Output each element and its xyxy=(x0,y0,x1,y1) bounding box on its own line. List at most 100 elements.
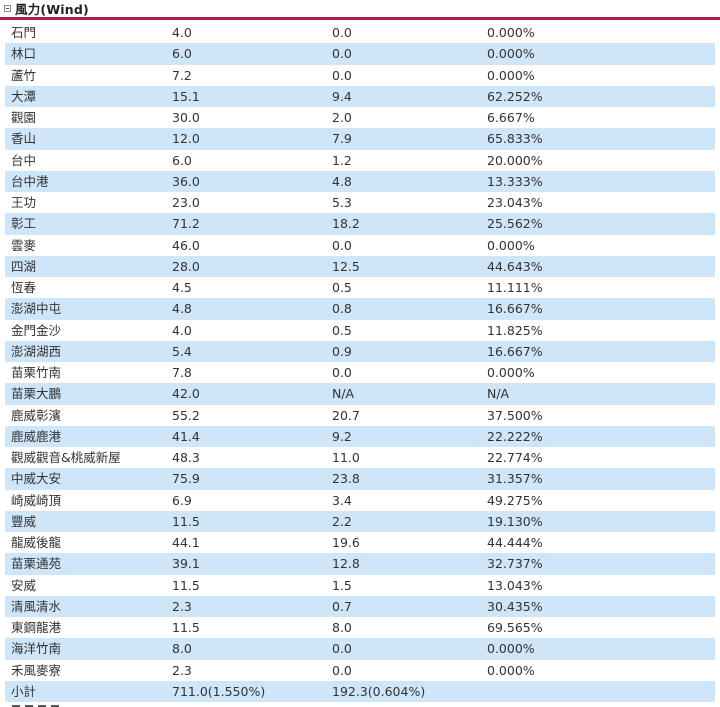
table-row: 林口 6.0 0.0 0.000% xyxy=(5,43,715,65)
output-value: 0.0 xyxy=(326,362,481,384)
station-name: 台中港 xyxy=(5,170,166,192)
ratio-value: 49.275% xyxy=(481,489,715,511)
station-name: 大潭 xyxy=(5,85,166,107)
station-name: 石門 xyxy=(5,22,166,44)
capacity-value: 12.0 xyxy=(166,128,326,150)
table-row: 崎威崎頂 6.9 3.4 49.275% xyxy=(5,489,715,511)
capacity-value: 6.9 xyxy=(166,489,326,511)
table-row: 台中 6.0 1.2 20.000% xyxy=(5,149,715,171)
ratio-value: 11.111% xyxy=(481,277,715,299)
ratio-value: 0.000% xyxy=(481,659,715,681)
output-value: 0.9 xyxy=(326,340,481,362)
table-row: 苗栗通苑 39.1 12.8 32.737% xyxy=(5,553,715,575)
capacity-value: 4.5 xyxy=(166,277,326,299)
output-value: 0.8 xyxy=(326,298,481,320)
output-value: 11.0 xyxy=(326,447,481,469)
station-name: 苗栗竹南 xyxy=(5,362,166,384)
output-value: 8.0 xyxy=(326,617,481,639)
capacity-value: 15.1 xyxy=(166,85,326,107)
collapse-box-icon[interactable] xyxy=(4,5,11,12)
ratio-value: 32.737% xyxy=(481,553,715,575)
section-title: 風力(Wind) xyxy=(15,2,89,17)
capacity-value: 23.0 xyxy=(166,192,326,214)
ratio-value: 19.130% xyxy=(481,510,715,532)
table-row: 苗栗竹南 7.8 0.0 0.000% xyxy=(5,362,715,384)
station-name: 中威大安 xyxy=(5,468,166,490)
capacity-value: 39.1 xyxy=(166,553,326,575)
table-row: 金門金沙 4.0 0.5 11.825% xyxy=(5,319,715,341)
ratio-value: 22.222% xyxy=(481,425,715,447)
ratio-value: 6.667% xyxy=(481,107,715,129)
output-value: 1.2 xyxy=(326,149,481,171)
station-name: 豐威 xyxy=(5,510,166,532)
wind-table: 石門 4.0 0.0 0.000% 林口 6.0 0.0 0.000% 蘆竹 7.2 0.0 0.00… xyxy=(5,22,715,702)
station-name: 蘆竹 xyxy=(5,64,166,86)
table-row: 觀園 30.0 2.0 6.667% xyxy=(5,107,715,129)
output-value: 0.0 xyxy=(326,43,481,65)
station-name: 澎湖湖西 xyxy=(5,340,166,362)
station-name: 觀威觀音&桃威新屋 xyxy=(5,447,166,469)
ratio-value: N/A xyxy=(481,383,715,405)
ratio-value: 22.774% xyxy=(481,447,715,469)
output-value: 1.5 xyxy=(326,574,481,596)
output-value: 12.5 xyxy=(326,255,481,277)
ratio-value: 23.043% xyxy=(481,192,715,214)
capacity-value: 48.3 xyxy=(166,447,326,469)
capacity-value: 4.8 xyxy=(166,298,326,320)
total-output: 192.3(0.604%) xyxy=(326,680,481,702)
capacity-value: 4.0 xyxy=(166,22,326,44)
capacity-value: 5.4 xyxy=(166,340,326,362)
capacity-value: 42.0 xyxy=(166,383,326,405)
station-name: 苗栗通苑 xyxy=(5,553,166,575)
table-row: 王功 23.0 5.3 23.043% xyxy=(5,192,715,214)
capacity-value: 36.0 xyxy=(166,170,326,192)
total-label: 小計 xyxy=(5,680,166,702)
capacity-value: 11.5 xyxy=(166,510,326,532)
capacity-value: 41.4 xyxy=(166,425,326,447)
capacity-value: 11.5 xyxy=(166,574,326,596)
station-name: 林口 xyxy=(5,43,166,65)
table-row: 四湖 28.0 12.5 44.643% xyxy=(5,255,715,277)
ratio-value: 0.000% xyxy=(481,362,715,384)
ratio-value: 30.435% xyxy=(481,595,715,617)
next-section-edge xyxy=(12,702,112,707)
output-value: 7.9 xyxy=(326,128,481,150)
station-name: 王功 xyxy=(5,192,166,214)
capacity-value: 7.2 xyxy=(166,64,326,86)
section-header[interactable]: 風力(Wind) xyxy=(0,0,720,20)
ratio-value: 0.000% xyxy=(481,638,715,660)
output-value: 0.7 xyxy=(326,595,481,617)
capacity-value: 55.2 xyxy=(166,404,326,426)
table-row: 禾風麥寮 2.3 0.0 0.000% xyxy=(5,659,715,681)
ratio-value: 0.000% xyxy=(481,64,715,86)
capacity-value: 11.5 xyxy=(166,617,326,639)
station-name: 崎威崎頂 xyxy=(5,489,166,511)
output-value: 12.8 xyxy=(326,553,481,575)
station-name: 恆春 xyxy=(5,277,166,299)
ratio-value: 0.000% xyxy=(481,22,715,44)
ratio-value: 69.565% xyxy=(481,617,715,639)
table-row: 龍威後龍 44.1 19.6 44.444% xyxy=(5,532,715,554)
table-row: 蘆竹 7.2 0.0 0.000% xyxy=(5,64,715,86)
capacity-value: 2.3 xyxy=(166,659,326,681)
table-row: 澎湖中屯 4.8 0.8 16.667% xyxy=(5,298,715,320)
ratio-value: 13.043% xyxy=(481,574,715,596)
capacity-value: 4.0 xyxy=(166,319,326,341)
output-value: 0.0 xyxy=(326,659,481,681)
ratio-value: 16.667% xyxy=(481,340,715,362)
output-value: 2.2 xyxy=(326,510,481,532)
output-value: 0.5 xyxy=(326,277,481,299)
table-row: 鹿威鹿港 41.4 9.2 22.222% xyxy=(5,425,715,447)
table-row: 鹿威彰濱 55.2 20.7 37.500% xyxy=(5,404,715,426)
output-value: 19.6 xyxy=(326,532,481,554)
capacity-value: 28.0 xyxy=(166,255,326,277)
station-name: 雲麥 xyxy=(5,234,166,256)
ratio-value: 11.825% xyxy=(481,319,715,341)
station-name: 香山 xyxy=(5,128,166,150)
station-name: 鹿威彰濱 xyxy=(5,404,166,426)
output-value: 20.7 xyxy=(326,404,481,426)
station-name: 禾風麥寮 xyxy=(5,659,166,681)
total-row: 小計 711.0(1.550%) 192.3(0.604%) xyxy=(5,680,715,702)
table-row: 大潭 15.1 9.4 62.252% xyxy=(5,85,715,107)
station-name: 海洋竹南 xyxy=(5,638,166,660)
